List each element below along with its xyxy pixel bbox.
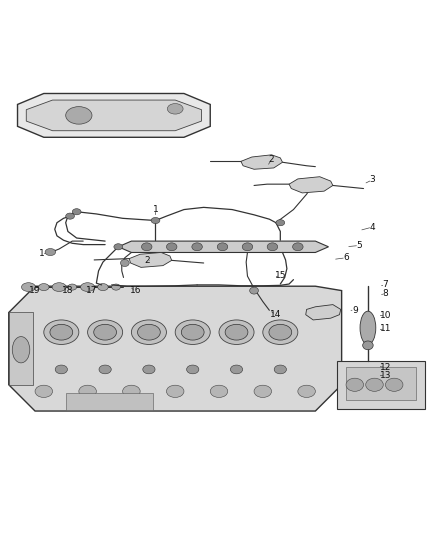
Text: 16: 16 (130, 286, 141, 295)
Text: 17: 17 (86, 286, 98, 295)
Ellipse shape (298, 385, 315, 398)
Ellipse shape (114, 244, 123, 250)
Polygon shape (18, 93, 210, 138)
Ellipse shape (72, 209, 81, 215)
Bar (66, 393, 153, 410)
Ellipse shape (263, 320, 298, 344)
Polygon shape (26, 100, 201, 131)
Ellipse shape (230, 365, 243, 374)
Ellipse shape (66, 213, 74, 219)
Text: 19: 19 (29, 286, 41, 295)
Text: 7: 7 (382, 280, 389, 289)
Ellipse shape (138, 324, 160, 340)
Text: 12: 12 (380, 363, 391, 372)
Polygon shape (118, 241, 328, 253)
Ellipse shape (131, 320, 166, 344)
Text: 2: 2 (269, 155, 274, 164)
Ellipse shape (346, 378, 364, 391)
Text: 11: 11 (380, 324, 391, 333)
Ellipse shape (123, 385, 140, 398)
Polygon shape (289, 177, 333, 193)
Ellipse shape (217, 243, 228, 251)
Ellipse shape (12, 336, 30, 363)
Text: 18: 18 (62, 286, 74, 295)
Ellipse shape (363, 341, 373, 350)
Ellipse shape (143, 365, 155, 374)
Ellipse shape (50, 324, 73, 340)
Ellipse shape (225, 324, 248, 340)
Polygon shape (337, 361, 425, 409)
Ellipse shape (181, 324, 204, 340)
Ellipse shape (88, 320, 123, 344)
Ellipse shape (192, 243, 202, 251)
Ellipse shape (35, 385, 53, 398)
Ellipse shape (167, 103, 183, 114)
Ellipse shape (81, 282, 95, 292)
Text: 5: 5 (356, 241, 362, 250)
Ellipse shape (175, 320, 210, 344)
Ellipse shape (99, 365, 111, 374)
Text: 13: 13 (380, 372, 391, 381)
Ellipse shape (267, 243, 278, 251)
Ellipse shape (254, 385, 272, 398)
Text: 8: 8 (382, 289, 389, 298)
Ellipse shape (52, 282, 66, 292)
Ellipse shape (274, 365, 286, 374)
Polygon shape (241, 155, 283, 169)
Ellipse shape (360, 311, 376, 344)
Ellipse shape (166, 243, 177, 251)
Ellipse shape (79, 385, 96, 398)
Ellipse shape (187, 365, 199, 374)
Text: 9: 9 (352, 306, 358, 315)
Ellipse shape (68, 284, 77, 290)
Ellipse shape (366, 378, 383, 391)
Ellipse shape (293, 243, 303, 251)
Ellipse shape (242, 243, 253, 251)
Polygon shape (9, 286, 342, 411)
Ellipse shape (98, 284, 108, 290)
Text: 3: 3 (369, 175, 375, 184)
Ellipse shape (269, 324, 292, 340)
Ellipse shape (210, 385, 228, 398)
Ellipse shape (276, 220, 285, 226)
Text: 1: 1 (39, 249, 45, 258)
Ellipse shape (66, 107, 92, 124)
Ellipse shape (39, 284, 49, 290)
Ellipse shape (141, 243, 152, 251)
Ellipse shape (385, 378, 403, 391)
Ellipse shape (219, 320, 254, 344)
Ellipse shape (120, 260, 129, 266)
Ellipse shape (44, 320, 79, 344)
Ellipse shape (55, 365, 67, 374)
Bar (346, 367, 416, 400)
Text: 1: 1 (152, 205, 159, 214)
Polygon shape (129, 253, 172, 268)
Ellipse shape (151, 217, 160, 223)
Ellipse shape (94, 324, 117, 340)
Ellipse shape (45, 248, 56, 255)
Ellipse shape (166, 385, 184, 398)
Ellipse shape (308, 180, 318, 187)
Bar (9, 312, 33, 385)
Text: 4: 4 (370, 223, 375, 231)
Ellipse shape (112, 284, 120, 290)
Ellipse shape (21, 282, 35, 292)
Text: 2: 2 (144, 256, 149, 265)
Ellipse shape (250, 287, 258, 294)
Text: 14: 14 (270, 310, 282, 319)
Text: 10: 10 (380, 311, 391, 320)
Polygon shape (306, 304, 341, 320)
Text: 15: 15 (275, 271, 286, 280)
Text: 6: 6 (343, 253, 349, 262)
